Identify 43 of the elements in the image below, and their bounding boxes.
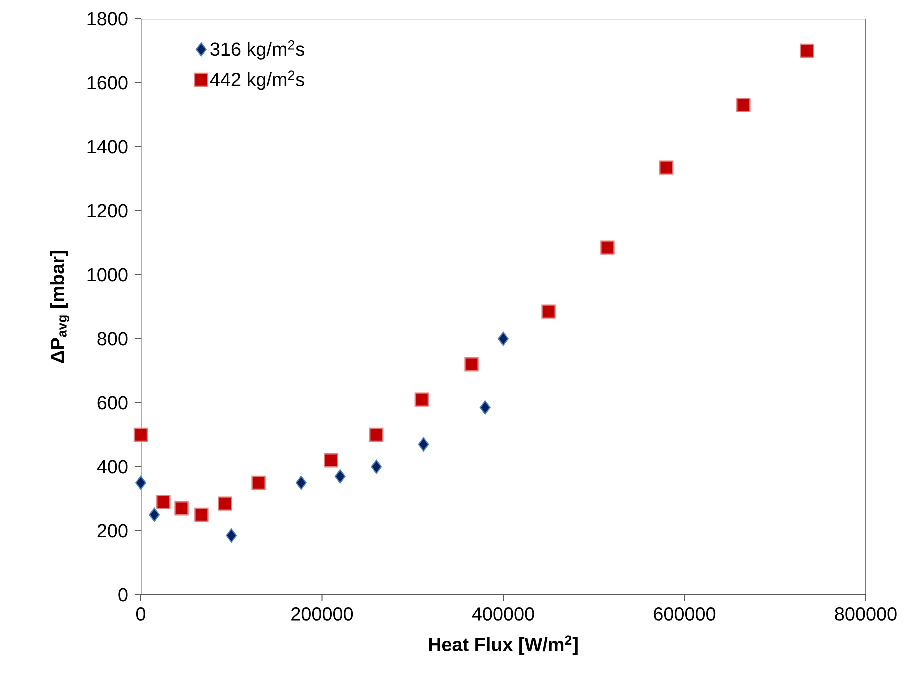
point [800,44,814,58]
legend-label: 316 kg/m$^{2}$s [210,40,304,60]
point [660,160,674,175]
point [252,476,266,490]
point [480,400,491,415]
point [149,508,160,522]
x-tick-label: 0 [136,608,146,621]
point [296,476,307,490]
y-tick-label: 400 [97,460,128,474]
point [418,438,430,452]
point [464,358,479,372]
point [194,508,209,522]
y-tick-label: 1200 [88,204,128,218]
x-tick-label: 800000 [835,608,897,621]
point [136,476,146,490]
y-tick-label: 1400 [88,140,128,154]
point [174,502,189,516]
legend-label: 442 kg/m$^{2}$s [210,70,304,90]
point [736,98,751,112]
x-tick-label: 400000 [472,608,534,621]
y-tick-label: 200 [98,524,128,538]
point [324,454,338,468]
point [226,528,238,543]
x-tick-label: 200000 [292,608,354,621]
y-tick-label: 800 [98,332,128,346]
y-tick-label: 1800 [88,12,128,26]
point [134,428,148,442]
point [542,304,556,319]
point [498,332,509,346]
x-axis-title: Heat Flux [W/m$^{2}$] [429,636,578,656]
x-tick-label: 600000 [654,608,716,621]
y-axis-title: ΔP$_{avg}$ [mbar] [50,251,70,364]
point [371,460,382,474]
point [370,428,384,442]
point [414,392,430,407]
y-tick-label: 0 [118,588,128,602]
y-tick-label: 600 [98,396,128,410]
point [156,495,171,510]
y-tick-label: 1600 [88,76,128,90]
point [218,496,232,511]
y-tick-label: 1000 [88,268,128,282]
point [600,240,615,255]
point [334,470,346,484]
